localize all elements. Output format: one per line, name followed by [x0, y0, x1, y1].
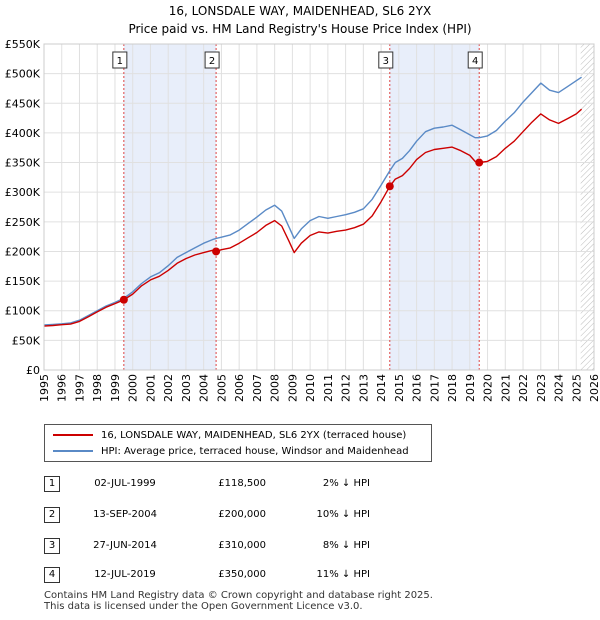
x-tick-label: 2016: [411, 374, 424, 402]
transaction-number-badge: 2: [44, 507, 60, 523]
sale-number-label: 2: [209, 56, 215, 67]
x-tick-label: 2020: [482, 374, 495, 402]
y-tick-label: £200K: [5, 245, 41, 258]
transaction-number-badge: 4: [44, 567, 60, 583]
footer-license: This data is licensed under the Open Gov…: [44, 601, 363, 612]
sale-number-label: 4: [472, 56, 478, 67]
x-tick-label: 1997: [73, 374, 86, 402]
sale-point: [119, 295, 128, 304]
x-tick-label: 1996: [56, 374, 69, 402]
sale-number-label: 3: [383, 56, 389, 67]
x-tick-label: 2007: [251, 374, 264, 402]
x-tick-label: 2006: [233, 374, 246, 402]
x-tick-label: 2000: [127, 374, 140, 402]
transaction-number-badge: 3: [44, 538, 60, 554]
x-tick-label: 2021: [499, 374, 512, 402]
legend-item-property: 16, LONSDALE WAY, MAIDENHEAD, SL6 2YX (t…: [53, 428, 406, 442]
legend-label-hpi: HPI: Average price, terraced house, Wind…: [101, 445, 409, 457]
x-tick-label: 2023: [535, 374, 548, 402]
transaction-date: 13-SEP-2004: [93, 509, 157, 520]
transaction-number-badge: 1: [44, 476, 60, 492]
x-tick-label: 2012: [340, 374, 353, 402]
y-tick-label: £400K: [5, 127, 41, 140]
transaction-price: £118,500: [218, 478, 266, 489]
transaction-hpi-diff: 8% ↓ HPI: [322, 540, 370, 551]
x-tick-label: 2014: [375, 374, 388, 402]
x-tick-label: 2024: [553, 374, 566, 402]
x-tick-label: 1998: [91, 374, 104, 402]
x-tick-label: 2008: [269, 374, 282, 402]
series-line-property: [43, 108, 583, 327]
x-tick-label: 2010: [304, 374, 317, 402]
x-tick-label: 1999: [109, 374, 122, 402]
sale-point: [385, 182, 394, 191]
y-tick-label: £100K: [5, 305, 41, 318]
y-tick-label: £150K: [5, 275, 41, 288]
x-tick-label: 2025: [570, 374, 583, 402]
y-tick-label: £50K: [12, 334, 41, 347]
y-tick-label: £350K: [5, 157, 41, 170]
sale-number-box: [112, 51, 128, 69]
x-tick-label: 2018: [446, 374, 459, 402]
x-tick-label: 2017: [428, 374, 441, 402]
price-chart: £0 £50K £100K £150K £200K £250K £300K £350K £400…: [5, 38, 600, 402]
x-tick-label: 2005: [215, 374, 228, 402]
x-tick-label: 2022: [517, 374, 530, 402]
shaded-period: [123, 44, 217, 370]
y-tick-label: £550K: [5, 38, 41, 51]
footer: Contains HM Land Registry data © Crown c…: [44, 590, 433, 612]
y-tick-label: £300K: [5, 186, 41, 199]
chart-title: 16, LONSDALE WAY, MAIDENHEAD, SL6 2YX: [168, 4, 432, 18]
legend: 16, LONSDALE WAY, MAIDENHEAD, SL6 2YX (t…: [44, 424, 432, 462]
x-tick-label: 2013: [357, 374, 370, 402]
transaction-price: £310,000: [218, 540, 266, 551]
transaction-date: 27-JUN-2014: [93, 540, 157, 551]
y-tick-label: £250K: [5, 216, 41, 229]
transaction-hpi-diff: 10% ↓ HPI: [316, 509, 370, 520]
chart-subtitle: Price paid vs. HM Land Registry's House …: [128, 22, 472, 36]
sale-number-box: [378, 51, 394, 69]
x-tick-label: 2015: [393, 374, 406, 402]
transaction-date: 12-JUL-2019: [94, 569, 156, 580]
legend-item-hpi: HPI: Average price, terraced house, Wind…: [53, 444, 409, 458]
sale-number-box: [204, 51, 220, 69]
transaction-row: 2 13-SEP-2004 £200,000 10% ↓ HPI: [0, 507, 600, 527]
x-tick-label: 2019: [464, 374, 477, 402]
x-tick-label: 2009: [286, 374, 299, 402]
sale-number-label: 1: [117, 56, 123, 67]
y-tick-label: £500K: [5, 68, 41, 81]
sale-point: [475, 158, 484, 167]
x-tick-label: 1995: [38, 374, 51, 402]
footer-copyright: Contains HM Land Registry data © Crown c…: [44, 590, 433, 601]
transaction-date: 02-JUL-1999: [94, 478, 156, 489]
x-tick-label: 2004: [198, 374, 211, 402]
transaction-hpi-diff: 11% ↓ HPI: [316, 569, 370, 580]
legend-swatch-hpi: [53, 450, 93, 452]
x-tick-label: 2002: [162, 374, 175, 402]
legend-label-property: 16, LONSDALE WAY, MAIDENHEAD, SL6 2YX (t…: [101, 429, 407, 441]
transaction-hpi-diff: 2% ↓ HPI: [322, 478, 370, 489]
plot-border: [43, 43, 595, 371]
sale-number-box: [467, 51, 483, 69]
x-tick-label: 2011: [322, 374, 335, 402]
transaction-price: £200,000: [218, 509, 266, 520]
y-tick-label: £0: [26, 364, 40, 377]
x-tick-label: 2026: [588, 374, 600, 402]
x-tick-label: 2001: [144, 374, 157, 402]
sale-point: [212, 247, 221, 256]
transaction-row: 1 02-JUL-1999 £118,500 2% ↓ HPI: [0, 476, 600, 496]
transaction-row: 3 27-JUN-2014 £310,000 8% ↓ HPI: [0, 538, 600, 558]
transaction-row: 4 12-JUL-2019 £350,000 11% ↓ HPI: [0, 567, 600, 587]
transaction-price: £350,000: [218, 569, 266, 580]
legend-swatch-property: [53, 434, 93, 436]
y-tick-label: £450K: [5, 97, 41, 110]
x-tick-label: 2003: [180, 374, 193, 402]
future-hatch: [580, 44, 594, 370]
series-line-hpi: [43, 76, 582, 326]
